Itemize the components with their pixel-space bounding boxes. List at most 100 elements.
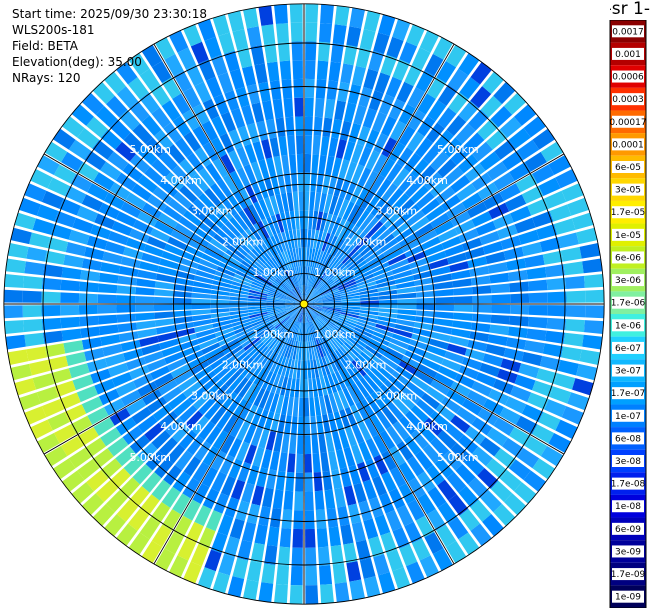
ray (304, 304, 381, 598)
ray (227, 10, 304, 304)
colorbar-label-bg (612, 545, 644, 558)
colorbar-tick-label: 1.7e-05 (611, 208, 646, 218)
ray (24, 304, 304, 425)
range-ring-label: 1.00km (252, 328, 294, 341)
ray (44, 304, 304, 467)
range-ring-label: 2.00km (345, 359, 387, 372)
colorbar-label-bg (612, 477, 644, 490)
range-ring-label: 2.00km (222, 359, 264, 372)
ray (81, 304, 304, 516)
colorbar-label-bg (612, 70, 644, 83)
range-ring-labels: 1.00km 1.00km 1.00km 1.00km 2.00km 2.00km 2.00… (129, 143, 478, 464)
colorbar-label-bg (612, 364, 644, 377)
colorbar: 0.0017 0.001 0.0006 0.0003 0.00017 0.0001 6e-0… (609, 20, 647, 608)
colorbar-unit-label: -1 sr- (610, 0, 650, 19)
ray (53, 128, 304, 304)
instrument-name: WLS200s-181 (12, 23, 95, 37)
ray (304, 304, 578, 439)
colorbar-tick-label: 0.00017 (609, 118, 646, 128)
azimuth-spoke (303, 303, 565, 455)
azimuth-spoke (153, 43, 305, 305)
ray (24, 183, 304, 304)
ray (155, 304, 304, 571)
colorbar-label-bg (612, 590, 644, 603)
ray (304, 304, 334, 604)
ray (304, 304, 604, 334)
colorbar-label-bg (612, 251, 644, 264)
colorbar-label-bg (612, 93, 644, 106)
ray (304, 258, 603, 304)
ray (304, 304, 453, 571)
ray (304, 304, 527, 516)
ray (304, 304, 590, 411)
colorbar-tick-label: 0.001 (615, 50, 641, 60)
ray (304, 197, 590, 304)
ray (304, 304, 603, 350)
ray (304, 304, 601, 365)
ray (104, 71, 304, 304)
ray (4, 304, 304, 334)
colorbar-label-bg (612, 341, 644, 354)
colorbar-label-bg (612, 47, 644, 60)
colorbar-tick-label: 1.7e-06 (611, 299, 646, 309)
colorbar-label-bg (612, 161, 644, 173)
range-ring-label: 4.00km (406, 420, 448, 433)
ray (304, 81, 516, 304)
colorbar-tick-label: 3e-07 (615, 367, 641, 377)
radar-center (299, 299, 309, 309)
ray (304, 304, 319, 605)
ray (304, 304, 605, 319)
ray (304, 304, 546, 492)
colorbar-label-bg (612, 206, 644, 219)
ray (243, 304, 304, 601)
ray (227, 304, 304, 598)
colorbar-tick-label: 0.0001 (612, 140, 644, 150)
ray (18, 197, 304, 304)
radial-rays (3, 3, 605, 605)
azimuth-spoke (43, 153, 305, 305)
colorbar-tick-label: 0.0003 (612, 95, 644, 105)
ray (30, 169, 304, 304)
ray (304, 243, 601, 304)
colorbar-tick-label: 3e-08 (615, 457, 641, 467)
ray (304, 227, 598, 304)
ray (304, 14, 396, 304)
colorbar-label-bg (612, 183, 644, 196)
ray (304, 304, 555, 480)
colorbar-frame (609, 20, 647, 608)
colorbar-tick-label: 1e-05 (615, 231, 641, 241)
range-ring-label: 4.00km (160, 174, 202, 187)
colorbar-tick-label: 6e-05 (615, 163, 641, 173)
ray (304, 7, 365, 304)
azimuth-spoke (303, 303, 455, 565)
colorbar-tick-label: 1e-06 (615, 321, 641, 331)
azimuth-spoke (43, 303, 305, 455)
colorbar-label-bg (612, 25, 644, 38)
ray (304, 304, 594, 396)
ray (304, 3, 319, 304)
ray (128, 53, 304, 304)
ray (304, 104, 537, 304)
ray (304, 304, 504, 537)
field-text: Field: BETA (12, 39, 78, 53)
range-ring-label: 3.00km (375, 205, 417, 218)
ray (304, 304, 480, 555)
ray (258, 5, 304, 304)
range-ring-label: 3.00km (191, 205, 233, 218)
ray (304, 304, 411, 590)
colorbar-tick-label: 1e-07 (615, 412, 641, 422)
ray (37, 155, 304, 304)
range-ring-label: 1.00km (252, 266, 294, 279)
ray (169, 304, 304, 578)
ray (304, 304, 396, 594)
range-ring-label: 5.00km (129, 451, 171, 464)
colorbar-tick-label: 6e-06 (615, 253, 641, 263)
ray (304, 304, 571, 453)
ray (304, 10, 381, 304)
ray (3, 289, 304, 304)
azimuth-spoke (303, 153, 565, 305)
range-ring-label: 1.00km (314, 328, 356, 341)
ray (304, 30, 439, 304)
ray (3, 304, 304, 319)
ray (304, 183, 584, 304)
